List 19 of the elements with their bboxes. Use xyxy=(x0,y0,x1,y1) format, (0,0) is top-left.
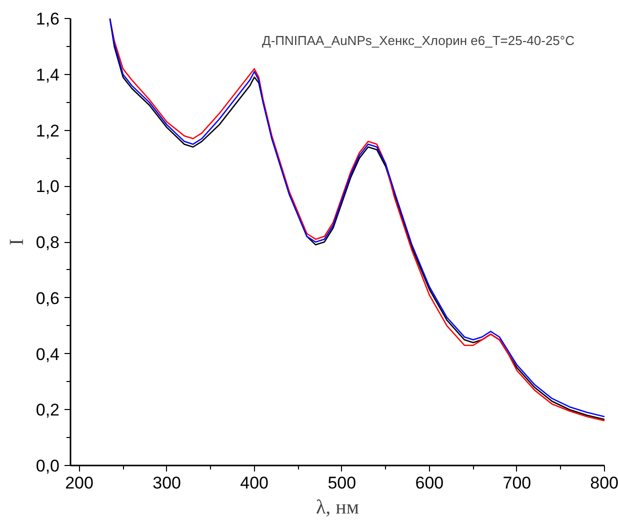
y-tick-label: 1,0 xyxy=(36,177,60,196)
annotation: Д-ПNIПАА_AuNPs_Хенкс_Хлорин е6_T=25-40-25°C xyxy=(262,33,575,48)
y-tick-label: 0,8 xyxy=(36,233,60,252)
x-axis-title: λ, нм xyxy=(316,496,360,518)
x-tick-label: 800 xyxy=(590,474,618,492)
y-tick-label: 0,2 xyxy=(36,400,60,420)
x-tick-label: 500 xyxy=(328,474,356,492)
y-tick-label: 0,6 xyxy=(36,288,60,308)
x-tick-label: 400 xyxy=(240,474,269,492)
y-axis-title: I xyxy=(6,238,28,246)
y-tick-label: 0,4 xyxy=(36,344,60,364)
x-tick-label: 700 xyxy=(502,474,532,492)
y-tick-label: 0,0 xyxy=(36,456,60,476)
y-tick-label: 1,4 xyxy=(36,65,60,84)
x-tick-label: 200 xyxy=(65,474,94,492)
y-tick-label: 1,6 xyxy=(36,10,60,28)
x-tick-label: 300 xyxy=(152,474,181,492)
x-tick-label: 600 xyxy=(415,474,444,492)
y-tick-label: 1,2 xyxy=(36,121,60,140)
